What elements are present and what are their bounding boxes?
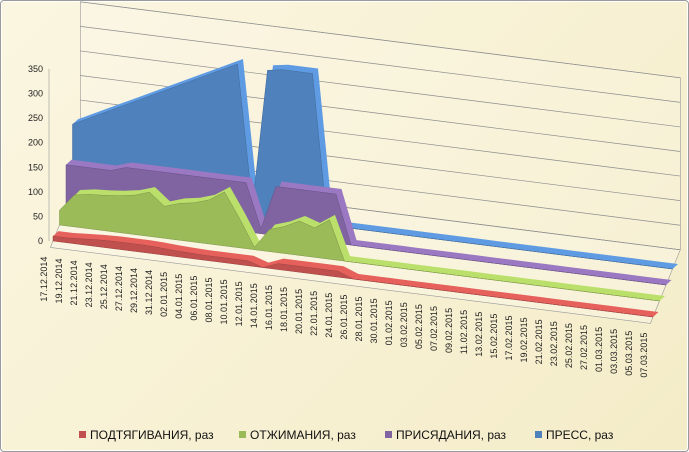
x-tick-label: 02.01.2015 — [159, 272, 169, 317]
legend-swatch — [535, 431, 542, 438]
x-tick-label: 07.03.2015 — [639, 333, 649, 378]
x-tick-label: 22.01.2015 — [309, 291, 319, 336]
y-tick-label: 250 — [28, 113, 43, 123]
x-tick-label: 31.12.2014 — [144, 270, 154, 315]
legend-item: ПРЕСС, раз — [535, 428, 614, 442]
gridline — [80, 26, 681, 103]
series-areas — [52, 59, 678, 318]
x-tick-label: 26.01.2015 — [339, 295, 349, 340]
y-tick-label: 100 — [28, 187, 43, 197]
x-tick-label: 05.02.2015 — [414, 304, 424, 349]
x-tick-label: 25.02.2015 — [564, 323, 574, 368]
x-tick-label: 30.01.2015 — [369, 298, 379, 343]
series-area — [52, 235, 654, 318]
series-1 — [52, 231, 659, 318]
series-area — [59, 191, 660, 302]
x-tick-label: 08.01.2015 — [204, 278, 214, 323]
legend-item: ПРИСЯДАНИЯ, раз — [385, 428, 507, 442]
x-tick-label: 16.01.2015 — [264, 285, 274, 330]
x-tick-label: 18.01.2015 — [279, 287, 289, 332]
x-tick-label: 23.02.2015 — [549, 321, 559, 366]
x-tick-label: 04.01.2015 — [174, 274, 184, 319]
legend-item: ПОДТЯГИВАНИЯ, раз — [79, 428, 214, 442]
series-top-face — [53, 231, 659, 317]
y-tick-label: 0 — [38, 236, 43, 246]
legend-label: ПРЕСС, раз — [546, 428, 614, 442]
x-tick-label: 20.01.2015 — [294, 289, 304, 334]
x-tick-label: 15.02.2015 — [489, 314, 499, 359]
legend-swatch — [79, 431, 86, 438]
series-2 — [59, 186, 665, 302]
x-tick-label: 03.03.2015 — [609, 329, 619, 374]
x-tick-label: 13.02.2015 — [474, 312, 484, 357]
x-axis-ticks: 17.12.2014 19.12.2014 21.12.2014 23.12.2014… — [39, 257, 649, 378]
x-tick-label: 01.03.2015 — [594, 327, 604, 372]
series-top-face — [72, 59, 678, 270]
legend-label: ПОДТЯГИВАНИЯ, раз — [90, 428, 214, 442]
y-tick-label: 300 — [28, 89, 43, 99]
legend-label: ОТЖИМАНИЯ, раз — [250, 428, 356, 442]
y-tick-label: 50 — [33, 211, 43, 221]
x-tick-label: 21.02.2015 — [534, 319, 544, 364]
x-tick-label: 14.01.2015 — [249, 283, 259, 328]
y-tick-label: 150 — [28, 162, 43, 172]
x-tick-label: 27.02.2015 — [579, 325, 589, 370]
gridline — [80, 1, 681, 79]
x-tick-label: 10.01.2015 — [219, 279, 229, 324]
x-tick-label: 17.12.2014 — [39, 257, 49, 302]
x-tick-label: 12.01.2015 — [234, 281, 244, 326]
x-tick-label: 09.02.2015 — [444, 308, 454, 353]
series-top-face — [59, 186, 665, 301]
x-tick-label: 27.12.2014 — [114, 266, 124, 311]
y-tick-label: 200 — [28, 138, 43, 148]
x-tick-label: 17.02.2015 — [504, 315, 514, 360]
x-tick-label: 23.12.2014 — [84, 262, 94, 307]
legend-swatch — [385, 431, 392, 438]
x-tick-label: 25.12.2014 — [99, 264, 109, 309]
x-tick-label: 01.02.2015 — [384, 300, 394, 345]
x-tick-label: 05.03.2015 — [624, 331, 634, 376]
legend-item: ОТЖИМАНИЯ, раз — [239, 428, 356, 442]
x-tick-label: 29.12.2014 — [129, 268, 139, 313]
legend-label: ПРИСЯДАНИЯ, раз — [396, 428, 507, 442]
gridline — [80, 50, 681, 128]
y-axis-ticks: 0 50 100 150 200 250 300 350 — [28, 64, 50, 246]
x-tick-label: 06.01.2015 — [189, 276, 199, 321]
x-tick-label: 21.12.2014 — [69, 260, 79, 305]
legend-swatch — [239, 431, 246, 438]
x-tick-label: 28.01.2015 — [354, 297, 364, 342]
x-tick-label: 24.01.2015 — [324, 293, 334, 338]
y-tick-label: 350 — [28, 64, 43, 74]
legend: ПОДТЯГИВАНИЯ, раз ОТЖИМАНИЯ, раз ПРИСЯДАНИ… — [79, 428, 614, 442]
x-tick-label: 19.12.2014 — [54, 259, 64, 304]
x-tick-label: 03.02.2015 — [399, 302, 409, 347]
series-top-face — [66, 159, 672, 285]
x-tick-label: 07.02.2015 — [429, 306, 439, 351]
x-tick-label: 11.02.2015 — [459, 310, 469, 354]
x-tick-label: 19.02.2015 — [519, 317, 529, 362]
